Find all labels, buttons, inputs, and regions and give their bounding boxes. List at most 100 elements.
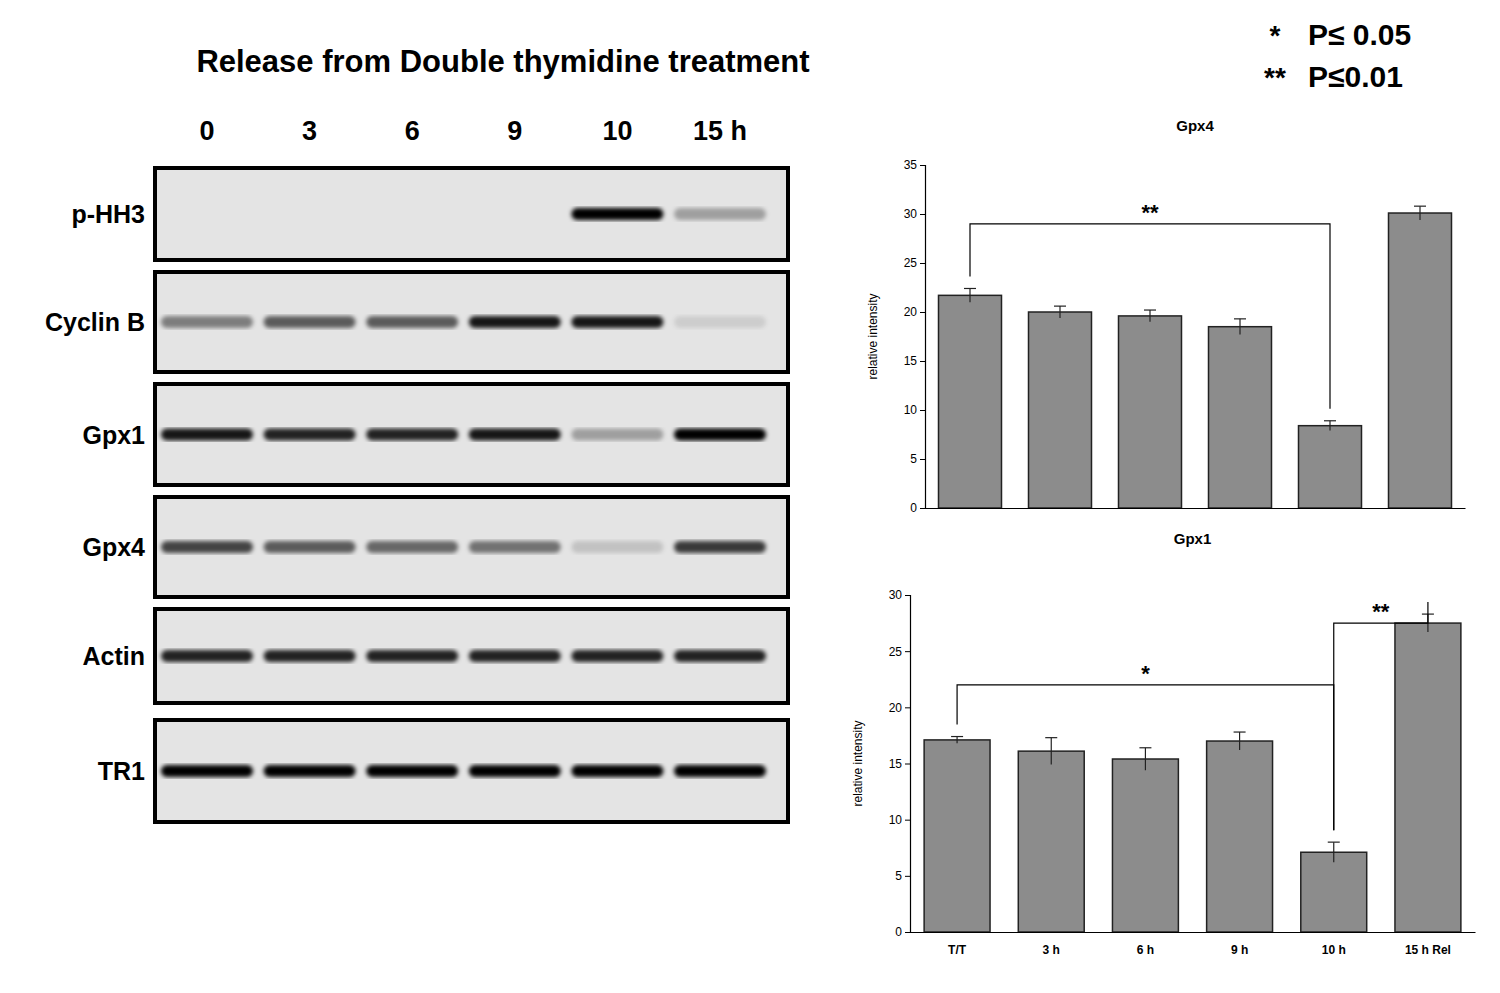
blot-panel [155, 497, 788, 597]
error-cap [1054, 306, 1066, 307]
y-tick: 20 [889, 701, 910, 715]
row-label: Gpx4 [82, 533, 145, 561]
bar [1029, 312, 1092, 508]
y-tick: 5 [910, 452, 925, 466]
x-tick-label: 9 h [1231, 943, 1248, 957]
y-tick: 25 [904, 256, 925, 270]
y-tick: 30 [889, 588, 910, 602]
band [366, 316, 458, 328]
y-axis-title: relative intensity [866, 293, 880, 379]
band [674, 650, 766, 662]
error-cap [1139, 747, 1151, 748]
lane-label: 0 [199, 116, 214, 146]
y-tick: 20 [904, 305, 925, 319]
error-cap [1328, 842, 1340, 843]
row-label: Actin [83, 642, 146, 670]
y-tick-label: 5 [895, 869, 902, 883]
y-tick-mark [920, 312, 925, 313]
blot-panel [155, 384, 788, 485]
error-cap [1414, 206, 1426, 207]
plot-area [924, 614, 1461, 932]
significance-marker: * [1141, 661, 1150, 686]
error-bar [1054, 306, 1066, 318]
y-tick: 30 [904, 207, 925, 221]
error-bar [964, 288, 976, 302]
error-stem [1149, 310, 1150, 322]
error-stem [1145, 748, 1146, 770]
band [571, 541, 663, 553]
band [571, 316, 663, 328]
lane-label: 15 h [693, 116, 747, 146]
y-tick-mark [905, 820, 910, 821]
y-axis-line [920, 166, 926, 509]
lane-label: 9 [507, 116, 522, 146]
blot-panel [155, 609, 788, 703]
lane-label: 6 [405, 116, 420, 146]
band [674, 208, 766, 220]
x-tick: 9 h [1231, 932, 1248, 957]
band [161, 429, 253, 441]
y-tick-label: 0 [895, 925, 902, 939]
bar [1112, 759, 1178, 932]
band [469, 316, 561, 328]
error-stem [1059, 306, 1060, 318]
panel-frame [155, 384, 788, 485]
error-stem [1329, 421, 1330, 431]
y-tick-label: 25 [904, 256, 918, 270]
error-cap [951, 736, 963, 737]
x-tick: 15 h Rel [1405, 932, 1451, 957]
significance-marker: ** [1372, 599, 1390, 624]
y-axis-line [905, 596, 911, 933]
band [469, 429, 561, 441]
y-tick-label: 0 [910, 501, 917, 515]
y-axis: 0 5 10 15 20 25 30 [889, 588, 911, 939]
y-tick-mark [905, 764, 910, 765]
error-bar [1328, 842, 1340, 862]
band [161, 316, 253, 328]
panel-frame [155, 168, 788, 260]
chart: Gpx4relative intensity**05101520253035 [866, 117, 1466, 515]
y-tick-mark [920, 263, 925, 264]
blot-panel [155, 720, 788, 822]
band [161, 208, 253, 220]
band [366, 541, 458, 553]
y-tick-mark [920, 508, 925, 509]
y-tick-mark [905, 932, 910, 933]
y-tick-label: 15 [889, 757, 903, 771]
x-axis: T/T3 h6 h9 h10 h15 h Rel [911, 932, 1476, 957]
bar [1301, 852, 1367, 932]
x-axis-line [926, 508, 1466, 509]
bar [1119, 316, 1182, 508]
y-tick-label: 15 [904, 354, 918, 368]
y-tick-mark [920, 214, 925, 215]
y-tick-mark [920, 165, 925, 166]
lane-label: 10 [602, 116, 632, 146]
error-stem [1419, 206, 1420, 220]
significance-symbol: ** [1264, 62, 1286, 93]
y-tick-mark [905, 651, 910, 652]
error-stem [956, 737, 957, 744]
x-tick-label: 3 h [1043, 943, 1060, 957]
blot-title: Release from Double thymidine treatment [196, 44, 809, 79]
y-tick: 10 [889, 813, 910, 827]
panel-frame [155, 609, 788, 703]
y-tick-mark [920, 459, 925, 460]
error-cap [1324, 420, 1336, 421]
error-stem [969, 288, 970, 302]
chart-title: Gpx1 [1174, 530, 1212, 547]
y-tick-label: 30 [889, 588, 903, 602]
y-tick-label: 25 [889, 645, 903, 659]
band [571, 765, 663, 777]
y-tick: 15 [889, 757, 910, 771]
error-bar [1324, 421, 1336, 431]
y-tick-label: 5 [910, 452, 917, 466]
x-axis [926, 508, 1466, 510]
band [264, 650, 356, 662]
lane-label: 3 [302, 116, 317, 146]
y-tick-label: 30 [904, 207, 918, 221]
error-cap [1045, 737, 1057, 738]
bar [1299, 426, 1362, 508]
significance-marker: ** [1141, 200, 1159, 225]
y-tick: 35 [904, 158, 925, 172]
panel-frame [155, 720, 788, 822]
